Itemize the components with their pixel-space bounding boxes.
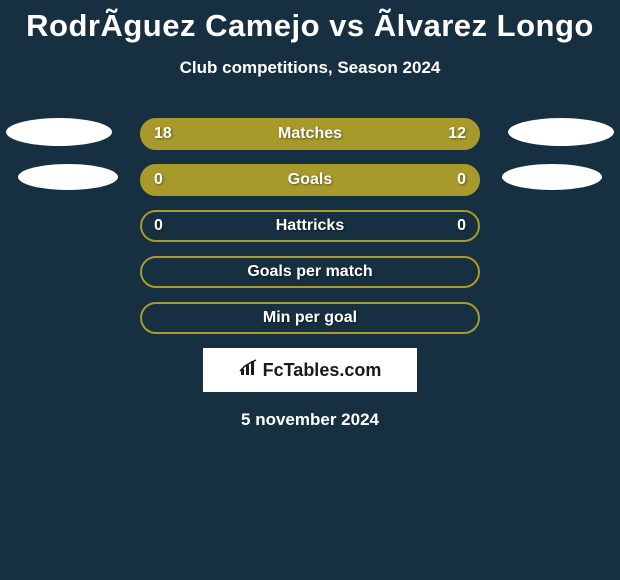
stat-label: Goals <box>288 171 332 189</box>
stat-value-left: 0 <box>154 171 163 189</box>
stat-row-goals: 0 Goals 0 <box>0 164 620 196</box>
stat-bar: 0 Hattricks 0 <box>140 210 480 242</box>
source-logo-label: FcTables.com <box>263 360 382 381</box>
source-logo: FcTables.com <box>203 348 417 392</box>
stat-bar: 18 Matches 12 <box>140 118 480 150</box>
stat-label: Min per goal <box>263 309 357 327</box>
bar-chart-icon <box>239 359 261 382</box>
stat-bar: Goals per match <box>140 256 480 288</box>
stat-row-gpm: Goals per match <box>0 256 620 288</box>
stat-value-right: 0 <box>457 171 466 189</box>
comparison-rows: 18 Matches 12 0 Goals 0 0 Hattricks 0 Go… <box>0 118 620 334</box>
comparison-title: RodrÃ­guez Camejo vs Ãlvarez Longo <box>0 0 620 44</box>
date-text: 5 november 2024 <box>0 410 620 430</box>
source-logo-text: FcTables.com <box>239 359 382 382</box>
stat-value-left: 0 <box>154 217 163 235</box>
stat-value-right: 0 <box>457 217 466 235</box>
stat-row-mpg: Min per goal <box>0 302 620 334</box>
stat-bar: 0 Goals 0 <box>140 164 480 196</box>
stat-value-left: 18 <box>154 125 172 143</box>
stat-value-right: 12 <box>448 125 466 143</box>
stat-label: Matches <box>278 125 342 143</box>
comparison-subtitle: Club competitions, Season 2024 <box>0 58 620 78</box>
stat-row-hattricks: 0 Hattricks 0 <box>0 210 620 242</box>
stat-bar: Min per goal <box>140 302 480 334</box>
stat-label: Hattricks <box>276 217 344 235</box>
stat-row-matches: 18 Matches 12 <box>0 118 620 150</box>
stat-label: Goals per match <box>247 263 372 281</box>
